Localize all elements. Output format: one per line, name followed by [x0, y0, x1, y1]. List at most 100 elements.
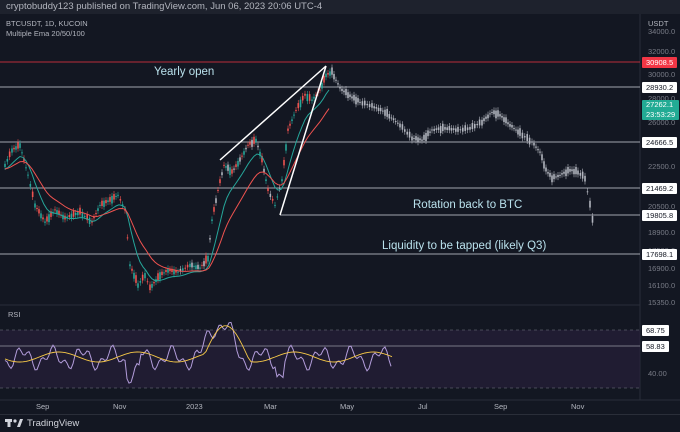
candle-body — [126, 237, 129, 239]
candle-body — [539, 151, 541, 153]
candle-body — [323, 75, 325, 83]
candle-body — [466, 127, 469, 131]
publish-line: cryptobuddy123 published on TradingView.… — [6, 1, 323, 12]
candle-body — [293, 114, 295, 116]
candle-body — [36, 207, 38, 209]
candle-body — [276, 196, 279, 198]
price-tick: 16100.0 — [648, 281, 676, 290]
level-tag[interactable]: 28930.2 — [642, 82, 678, 93]
footer-brand[interactable]: TradingView — [27, 418, 80, 429]
candle-body — [81, 211, 84, 218]
candle-body — [149, 284, 151, 291]
candle-body — [189, 263, 191, 268]
candle-body — [237, 160, 239, 167]
candle-body — [476, 123, 478, 126]
candle-body — [499, 114, 501, 117]
candle-body — [249, 142, 251, 145]
candle-body — [175, 270, 177, 273]
level-tag[interactable]: 17698.1 — [642, 249, 678, 260]
time-tick: Sep — [494, 402, 508, 411]
candle-body — [133, 272, 135, 279]
candle-body — [448, 126, 451, 131]
candle-body — [308, 94, 311, 101]
price-tick: 22500.0 — [648, 162, 676, 171]
candle-body — [571, 169, 573, 172]
symbol-legend[interactable]: BTCUSDT, 1D, KUCOIN — [6, 19, 88, 28]
price-tick: 30000.0 — [648, 70, 676, 79]
candle-body — [557, 174, 559, 178]
candle-body — [74, 212, 77, 216]
price-tick: 18900.0 — [648, 228, 676, 237]
candle-body — [503, 117, 505, 122]
candle-body — [541, 154, 543, 161]
candle-body — [581, 171, 584, 179]
candle-body — [299, 99, 302, 108]
candle-body — [404, 129, 406, 132]
candle-body — [319, 89, 321, 91]
candle-body — [464, 125, 466, 131]
candle-body — [161, 271, 163, 275]
candle-body — [247, 144, 249, 146]
rsi-pane — [0, 321, 640, 389]
candle-body — [117, 194, 119, 196]
candle-body — [70, 213, 73, 219]
candle-body — [197, 264, 199, 269]
candle-body — [425, 133, 427, 141]
candle-body — [469, 126, 471, 130]
candle-body — [227, 164, 229, 171]
candle-body — [579, 172, 582, 176]
annotation-yearly-open[interactable]: Yearly open — [154, 66, 215, 78]
candle-body — [101, 200, 103, 206]
annotation-rotation[interactable]: Rotation back to BTC — [413, 199, 523, 211]
rsi-level-tag[interactable]: 68.75 — [642, 325, 669, 336]
candle-body — [384, 109, 386, 116]
level-tag[interactable]: 21469.2 — [642, 183, 678, 194]
candle-body — [431, 129, 433, 131]
current-price-tag[interactable]: 27262.1 23:53:29 — [642, 100, 680, 120]
candle-body — [50, 211, 52, 217]
candle-body — [257, 145, 259, 148]
candle-body — [329, 71, 331, 76]
candle-body — [297, 103, 300, 109]
candle-body — [397, 122, 399, 124]
candle-body — [58, 210, 60, 215]
candle-body — [139, 281, 142, 283]
candle-body — [531, 141, 533, 143]
rsi-level-tag[interactable]: 58.83 — [642, 341, 669, 352]
candle-body — [345, 88, 347, 96]
candle-body — [507, 122, 509, 125]
candle-body — [79, 207, 81, 215]
candle-body — [481, 119, 483, 126]
candle-body — [411, 136, 413, 141]
candle-body — [306, 94, 309, 102]
candle-body — [40, 213, 42, 219]
candle-body — [406, 131, 408, 135]
tradingview-logo-icon[interactable] — [5, 418, 23, 428]
candle-body — [388, 114, 391, 119]
candle-body — [519, 128, 521, 136]
rsi-legend[interactable]: RSI — [8, 310, 21, 319]
indicator-legend[interactable]: Multiple Ema 20/50/100 — [6, 29, 85, 38]
candle-body — [528, 137, 531, 145]
level-tag[interactable]: 24666.5 — [642, 137, 678, 148]
price-tick: 26000.0 — [648, 118, 676, 127]
time-tick: 2023 — [186, 402, 203, 411]
annotation-liquidity[interactable]: Liquidity to be tapped (likely Q3) — [382, 240, 547, 252]
candle-body — [390, 117, 393, 119]
candle-body — [521, 132, 524, 139]
candle-body — [233, 168, 235, 170]
candle-body — [177, 271, 179, 273]
candle-body — [495, 110, 497, 119]
candle-body — [537, 149, 539, 151]
rsi-tick: 40.00 — [648, 369, 667, 378]
level-tag[interactable]: 19805.8 — [642, 210, 678, 221]
candle-body — [205, 255, 207, 264]
candle-body — [368, 104, 371, 108]
candle-body — [315, 94, 317, 96]
level-tag-yearly-open[interactable]: 30908.5 — [642, 57, 678, 68]
publish-bar: cryptobuddy123 published on TradingView.… — [0, 0, 680, 14]
candle-body — [457, 126, 459, 132]
candle-body — [301, 95, 304, 101]
candle-body — [239, 157, 241, 162]
